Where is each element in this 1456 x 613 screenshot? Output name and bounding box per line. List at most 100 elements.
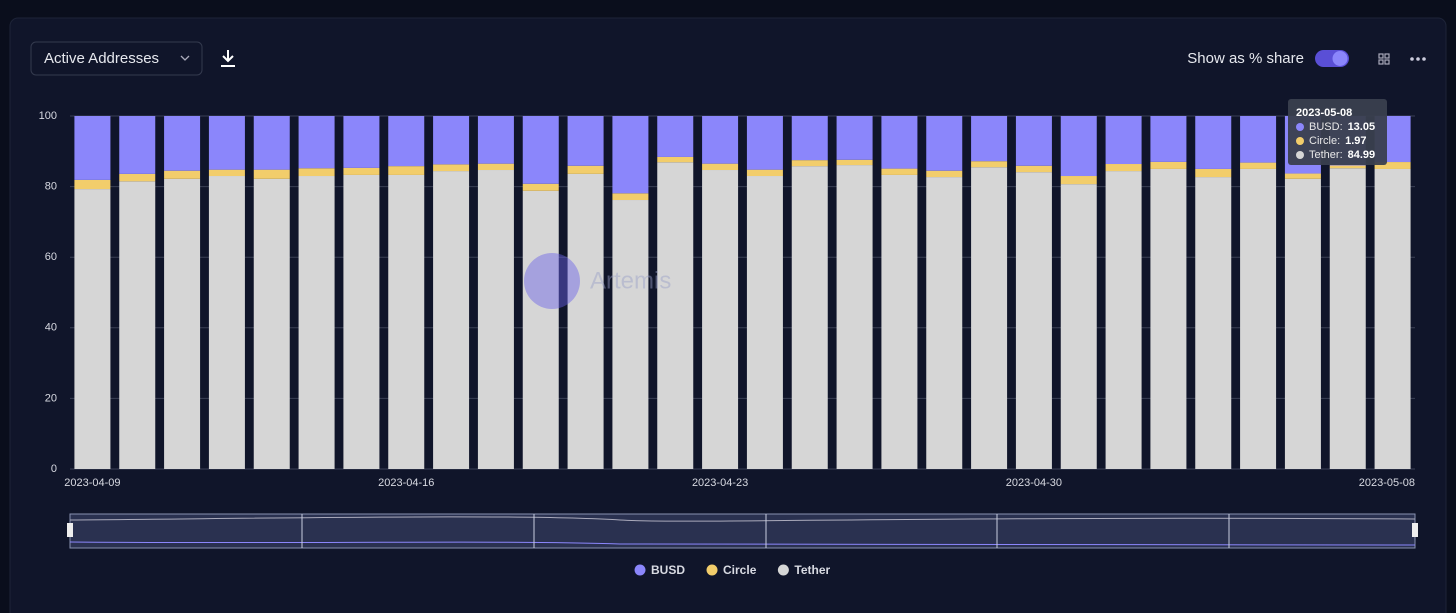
bar-segment [612, 200, 649, 469]
download-button[interactable] [221, 50, 235, 67]
tooltip-swatch [1296, 151, 1304, 159]
bar-segment [1105, 116, 1142, 165]
bar-segment [926, 116, 963, 171]
bar-segment [298, 176, 335, 469]
x-tick-label: 2023-04-23 [692, 477, 748, 489]
toggle-label: Show as % share [1187, 50, 1304, 67]
bar-segment [1015, 172, 1052, 469]
grid-icon[interactable] [1378, 53, 1390, 65]
bar-segment [119, 181, 156, 469]
bar-segment [567, 165, 604, 174]
bar-segment [343, 116, 380, 168]
bar-segment [388, 116, 425, 167]
bar-segment [1105, 171, 1142, 469]
bar-segment [119, 173, 156, 182]
x-tick-label: 2023-04-09 [64, 477, 120, 489]
tooltip-value: 13.05 [1348, 121, 1376, 133]
bar-segment [657, 116, 694, 157]
bar-segment [208, 116, 245, 170]
bar-segment [1240, 168, 1277, 469]
bar-segment [1015, 165, 1052, 173]
bar-segment [522, 183, 559, 191]
y-tick-label: 40 [45, 322, 57, 334]
bar-segment [477, 116, 514, 164]
bar-segment [971, 116, 1008, 162]
bar-segment [522, 116, 559, 184]
bar-segment [253, 116, 290, 170]
y-tick-label: 0 [51, 463, 57, 475]
bar-segment [1284, 178, 1321, 470]
bar-segment [836, 165, 873, 469]
x-tick-label: 2023-04-30 [1006, 477, 1062, 489]
bar-segment [1015, 116, 1052, 166]
bar-segment [702, 163, 739, 171]
bar-segment [1060, 116, 1097, 177]
x-tick-label: 2023-04-16 [378, 477, 434, 489]
bar-segment [74, 189, 111, 470]
bar-segment [1195, 177, 1232, 469]
bar-segment [746, 169, 783, 177]
bar-segment [208, 169, 245, 177]
bar-segment [1105, 164, 1142, 172]
bar-segment [433, 116, 470, 165]
bar-segment [1329, 165, 1366, 169]
bar-segment [1240, 162, 1277, 169]
x-tick-label: 2023-05-08 [1359, 477, 1415, 489]
y-tick-label: 80 [45, 181, 57, 193]
bar-segment [119, 116, 156, 174]
tooltip: 2023-05-08BUSD:13.05Circle:1.97Tether:84… [1288, 99, 1387, 165]
bar-segment [791, 160, 828, 167]
tooltip-name: Tether [1309, 149, 1340, 161]
bar-segment [1060, 184, 1097, 469]
tooltip-colon: : [1337, 135, 1340, 147]
bar-segment [836, 159, 873, 166]
bar-segment [522, 190, 559, 469]
bar-segment [702, 170, 739, 469]
bar-segment [74, 116, 111, 180]
bar-segment [1284, 173, 1321, 179]
bar-segment [253, 169, 290, 179]
metric-label: Active Addresses [44, 50, 159, 67]
bar-segment [1374, 162, 1411, 169]
bar-segment [477, 163, 514, 171]
bar-segment [298, 116, 335, 169]
legend-label: BUSD [651, 563, 685, 577]
bar-segment [298, 168, 335, 177]
bar-segment [343, 167, 380, 175]
bar-segment [253, 178, 290, 470]
bar-segment [881, 168, 918, 175]
bar-segment [881, 116, 918, 169]
tooltip-colon: : [1340, 121, 1343, 133]
metric-dropdown[interactable] [30, 41, 203, 76]
bar-segment [612, 193, 649, 201]
bar-segment [343, 174, 380, 470]
tooltip-swatch [1296, 137, 1304, 145]
bar-segment [702, 116, 739, 164]
tooltip-title: 2023-05-08 [1296, 107, 1352, 119]
bar-segment [1374, 168, 1411, 470]
bar-segment [926, 170, 963, 178]
bar-segment [836, 116, 873, 160]
bar-segment [388, 174, 425, 470]
grid: 0 20 40 60 80 100 [39, 110, 1415, 475]
watermark-text: Artemis [590, 267, 671, 294]
bar-segment [971, 167, 1008, 469]
bar-segment [1150, 116, 1187, 162]
bar-segment [881, 174, 918, 470]
bar-segment [971, 161, 1008, 168]
toggle-knob [1332, 51, 1348, 66]
y-tick-label: 20 [45, 392, 57, 404]
bar-segment [1150, 161, 1187, 169]
bar-segment [433, 164, 470, 172]
bar-segment [657, 162, 694, 470]
more-icon[interactable] [1410, 57, 1426, 61]
navigator[interactable] [67, 513, 1418, 549]
bar-segment [164, 116, 201, 171]
tooltip-value: 84.99 [1348, 149, 1376, 161]
bar-segment [433, 171, 470, 469]
bar-segment [1195, 116, 1232, 169]
tooltip-value: 1.97 [1345, 135, 1366, 147]
bar-segment [746, 116, 783, 170]
legend-label: Circle [723, 563, 757, 577]
bar-segment [567, 116, 604, 166]
